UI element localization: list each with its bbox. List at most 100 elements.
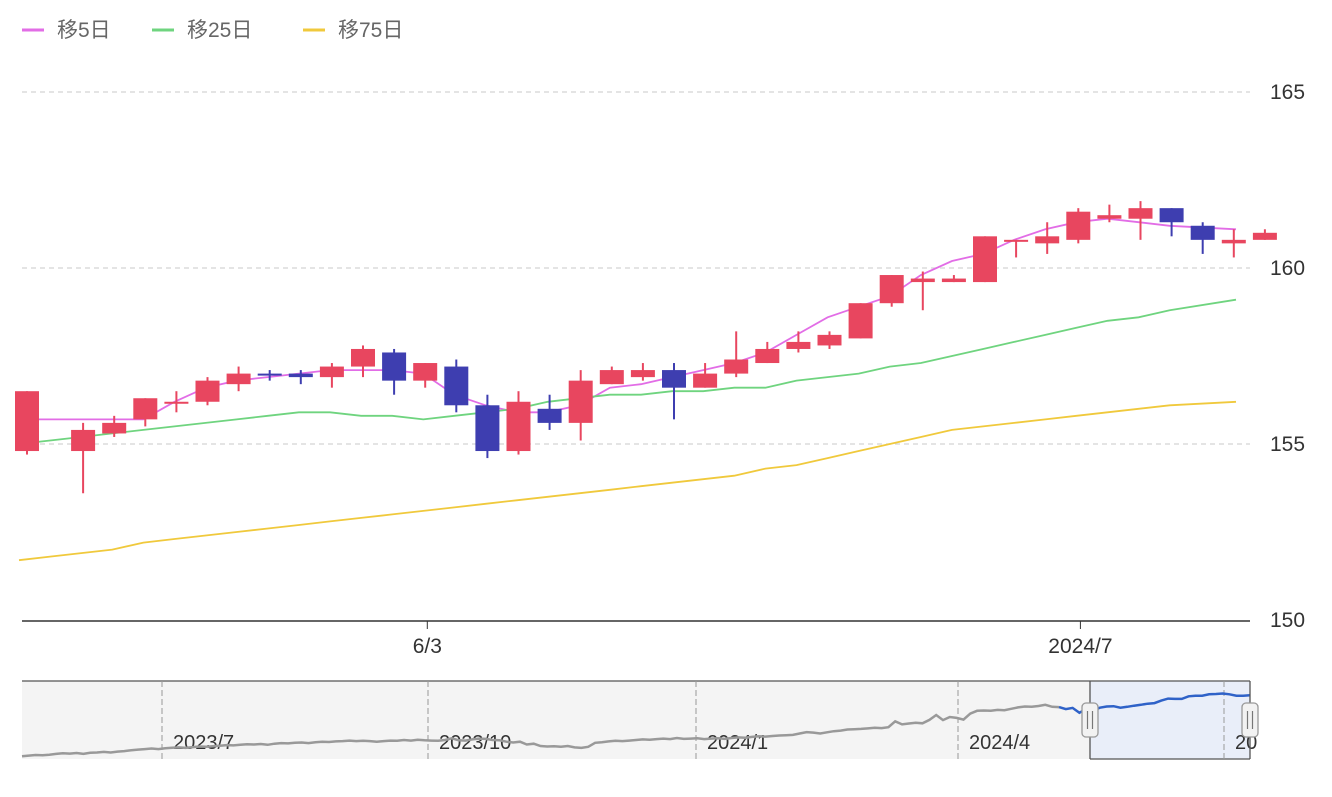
candle-body [879, 275, 904, 304]
y-axis-ticks: 150 155 160 165 [1270, 81, 1305, 632]
y-tick-label: 165 [1270, 81, 1305, 104]
candle-body [506, 401, 531, 452]
navigator-date-label: 2023/7 [173, 732, 234, 754]
legend-label-ma75: 移75日 [338, 19, 403, 42]
candle[interactable] [879, 275, 904, 307]
navigator-right-handle[interactable] [1241, 702, 1259, 738]
candle[interactable] [351, 345, 375, 378]
candle[interactable] [1221, 229, 1246, 258]
candle-body [1128, 208, 1153, 219]
candle[interactable] [1159, 208, 1184, 237]
candle[interactable] [257, 370, 282, 381]
candle[interactable] [506, 391, 531, 455]
candle[interactable] [1252, 229, 1277, 240]
candle[interactable] [662, 363, 686, 420]
candle[interactable] [568, 370, 593, 441]
candle[interactable] [319, 363, 344, 388]
candle-body [1097, 215, 1122, 219]
candle-body [599, 370, 624, 385]
candle-body [15, 391, 39, 452]
grid-lines [22, 91, 1250, 445]
candle-body [195, 380, 220, 402]
navigator-price-line [21, 703, 1060, 758]
candle-body [817, 334, 842, 346]
candle-body [1221, 239, 1246, 244]
candle[interactable] [15, 391, 39, 455]
candle-body [71, 429, 96, 452]
x-tick-label: 6/3 [413, 635, 442, 658]
candle-body [1252, 232, 1277, 240]
candle[interactable] [973, 236, 997, 283]
candle-body [475, 405, 500, 452]
candle[interactable] [599, 366, 624, 385]
candle[interactable] [444, 359, 469, 413]
legend-label-ma25: 移25日 [187, 19, 252, 42]
y-tick-label: 155 [1270, 433, 1305, 456]
y-tick-label: 160 [1270, 257, 1305, 280]
candle[interactable] [693, 363, 718, 388]
candle[interactable] [382, 348, 407, 395]
candle[interactable] [1190, 222, 1215, 254]
candle-body [133, 398, 158, 420]
candle-body [1066, 211, 1091, 240]
candle[interactable] [133, 398, 158, 427]
candle[interactable] [102, 415, 127, 437]
candle[interactable] [941, 275, 966, 283]
candle[interactable] [164, 391, 189, 413]
candle-body [1035, 236, 1060, 244]
y-tick-label: 150 [1270, 609, 1305, 632]
candle[interactable] [288, 370, 313, 385]
candle[interactable] [71, 422, 96, 494]
candle[interactable] [1004, 239, 1029, 258]
candle-body [537, 408, 562, 423]
candle-body [568, 380, 593, 423]
navigator-left-handle[interactable] [1081, 702, 1099, 738]
candle-body [755, 348, 780, 364]
navigator[interactable]: 2023/7 2023/10 2024/1 2024/4 20 [21, 680, 1259, 760]
candle-body [382, 352, 407, 381]
candle[interactable] [1097, 204, 1122, 223]
ma75-line [18, 400, 1237, 562]
candle-body [941, 278, 966, 283]
candle[interactable] [786, 331, 811, 353]
candle[interactable] [630, 363, 655, 381]
candle-body [848, 303, 873, 339]
candle-body [1159, 208, 1184, 223]
candle-body [226, 373, 251, 385]
candle-body [910, 278, 935, 283]
candle[interactable] [848, 303, 873, 339]
candle-body [288, 373, 313, 378]
candle-body [257, 373, 282, 376]
candle-body [413, 363, 438, 381]
navigator-date-label: 2024/4 [969, 732, 1030, 754]
legend-label-ma5: 移5日 [57, 19, 111, 42]
candle[interactable] [195, 377, 220, 406]
candle[interactable] [910, 271, 935, 311]
candle-body [351, 348, 375, 367]
candle[interactable] [1035, 222, 1060, 254]
x-tick-label: 2024/7 [1048, 635, 1112, 658]
candle-body [662, 370, 686, 388]
candle[interactable] [1066, 208, 1091, 244]
candle[interactable] [724, 331, 749, 378]
candle[interactable] [1128, 201, 1153, 240]
candle[interactable] [817, 331, 842, 349]
candle[interactable] [755, 341, 780, 364]
legend: 移5日 移25日 移75日 [22, 19, 403, 42]
candle-body [164, 401, 189, 404]
candle-body [444, 366, 469, 406]
candle-body [1190, 225, 1215, 240]
candle-body [693, 373, 718, 388]
candle[interactable] [226, 366, 251, 392]
navigator-right-handle-body [1241, 702, 1259, 738]
candlesticks[interactable] [15, 201, 1277, 494]
candle[interactable] [475, 394, 500, 459]
candle-body [630, 370, 655, 378]
candle-body [102, 422, 127, 434]
candle[interactable] [537, 394, 562, 430]
candle-body [973, 236, 997, 283]
navigator-left-handle-body [1081, 702, 1099, 738]
x-axis: 6/3 2024/7 [22, 620, 1250, 658]
candle[interactable] [413, 363, 438, 388]
